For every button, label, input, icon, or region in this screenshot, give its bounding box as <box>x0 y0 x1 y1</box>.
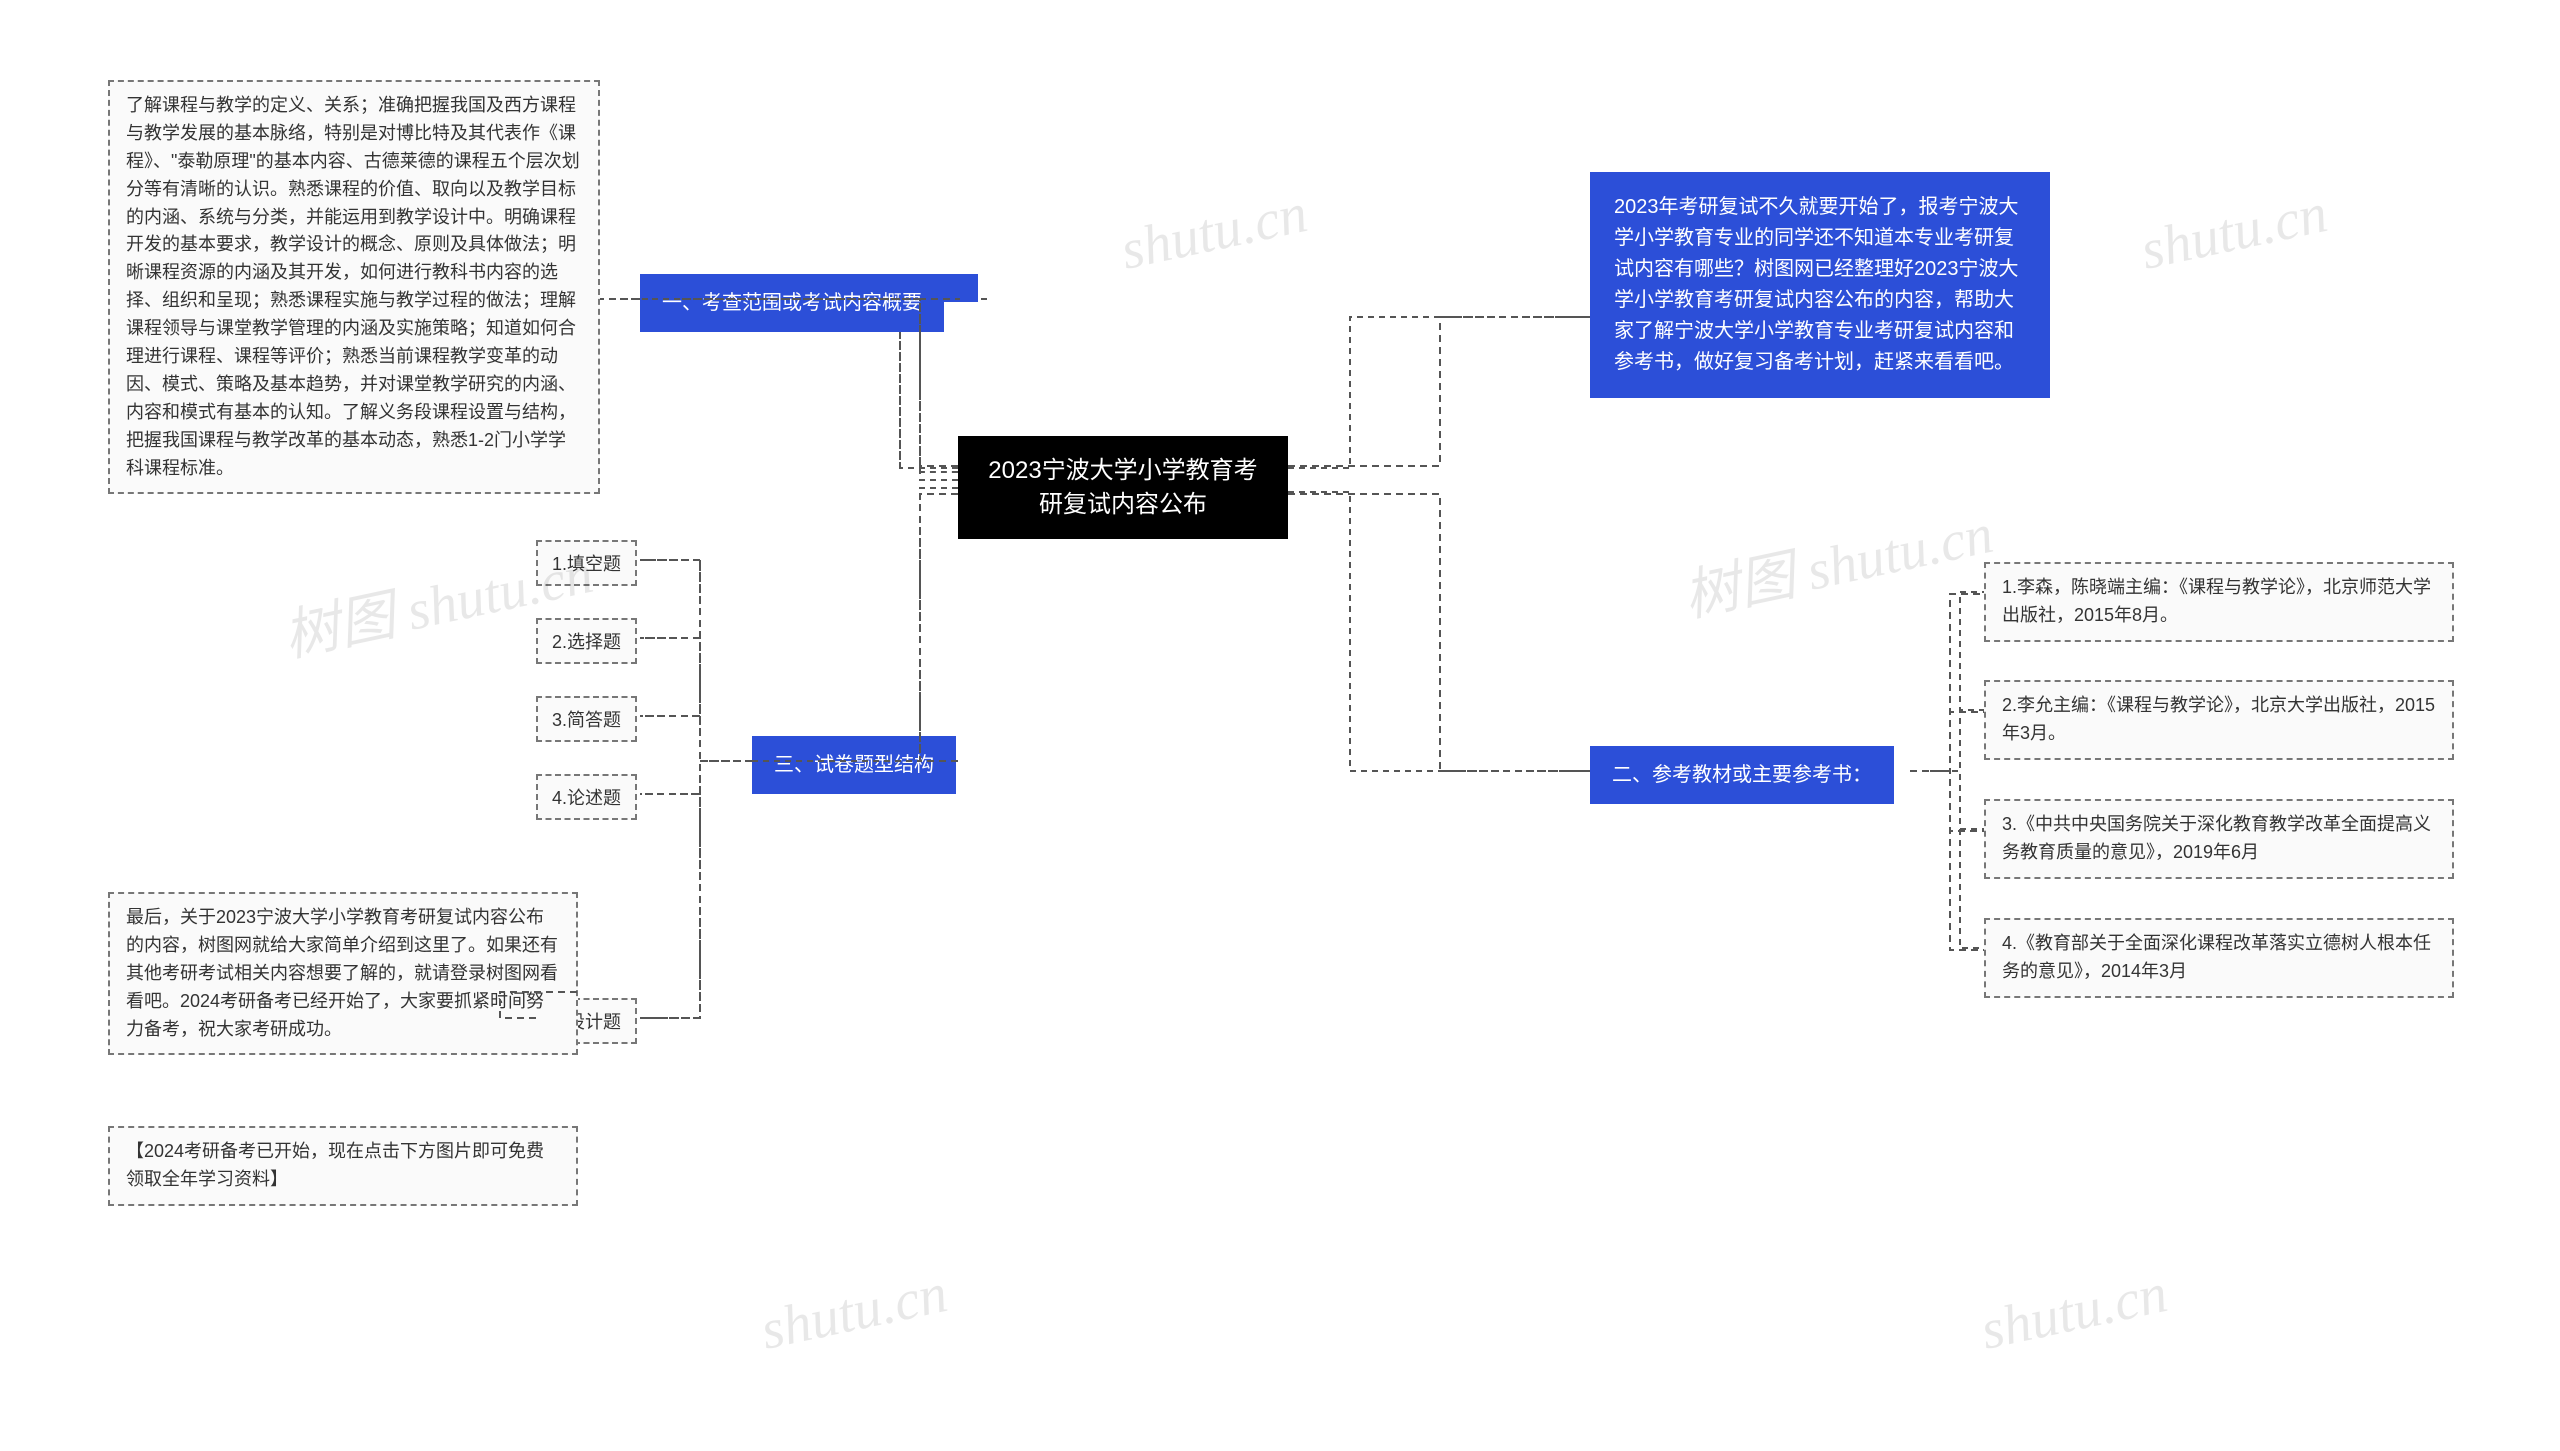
footer-2-text: 【2024考研备考已开始，现在点击下方图片即可免费领取全年学习资料】 <box>126 1141 544 1189</box>
book-3: 3.《中共中央国务院关于深化教育教学改革全面提高义务教育质量的意见》，2019年… <box>1984 799 2454 879</box>
watermark-2: shutu.cn <box>1115 181 1312 283</box>
branch1-detail: 了解课程与教学的定义、关系；准确把握我国及西方课程与教学发展的基本脉络，特别是对… <box>108 80 600 494</box>
q-item-3: 3.简答题 <box>536 696 637 742</box>
branch-3: 三、试卷题型结构 <box>752 736 956 794</box>
q-item-4-text: 4.论述题 <box>552 788 621 808</box>
intro-node: 2023年考研复试不久就要开始了，报考宁波大学小学教育专业的同学还不知道本专业考… <box>1590 172 2050 398</box>
branch-1: 一、考查范围或考试内容概要 <box>640 274 944 332</box>
q-item-1: 1.填空题 <box>536 540 637 586</box>
branch-2-label: 二、参考教材或主要参考书： <box>1612 764 1872 786</box>
footer-2: 【2024考研备考已开始，现在点击下方图片即可免费领取全年学习资料】 <box>108 1126 578 1206</box>
book-4: 4.《教育部关于全面深化课程改革落实立德树人根本任务的意见》，2014年3月 <box>1984 918 2454 998</box>
branch1-detail-text: 了解课程与教学的定义、关系；准确把握我国及西方课程与教学发展的基本脉络，特别是对… <box>126 95 580 478</box>
intro-text: 2023年考研复试不久就要开始了，报考宁波大学小学教育专业的同学还不知道本专业考… <box>1614 196 2019 373</box>
center-node: 2023宁波大学小学教育考 研复试内容公布 <box>958 436 1288 539</box>
q-item-4: 4.论述题 <box>536 774 637 820</box>
book-4-text: 4.《教育部关于全面深化课程改革落实立德树人根本任务的意见》，2014年3月 <box>2002 933 2431 981</box>
branch-1-label: 一、考查范围或考试内容概要 <box>662 292 922 314</box>
q-item-1-text: 1.填空题 <box>552 554 621 574</box>
footer-1-text: 最后，关于2023宁波大学小学教育考研复试内容公布的内容，树图网就给大家简单介绍… <box>126 907 558 1039</box>
book-3-text: 3.《中共中央国务院关于深化教育教学改革全面提高义务教育质量的意见》，2019年… <box>2002 814 2431 862</box>
watermark-5: shutu.cn <box>1975 1261 2172 1363</box>
center-title-1: 2023宁波大学小学教育考 <box>988 457 1257 484</box>
book-2: 2.李允主编：《课程与教学论》，北京大学出版社，2015年3月。 <box>1984 680 2454 760</box>
book-1: 1.李森，陈晓端主编：《课程与教学论》，北京师范大学出版社，2015年8月。 <box>1984 562 2454 642</box>
branch-3-label: 三、试卷题型结构 <box>774 754 934 776</box>
watermark-4: shutu.cn <box>755 1261 952 1363</box>
watermark-6: shutu.cn <box>2135 181 2332 283</box>
book-1-text: 1.李森，陈晓端主编：《课程与教学论》，北京师范大学出版社，2015年8月。 <box>2002 577 2431 625</box>
q-item-3-text: 3.简答题 <box>552 710 621 730</box>
watermark-3: 树图 shutu.cn <box>1675 488 1999 633</box>
footer-1: 最后，关于2023宁波大学小学教育考研复试内容公布的内容，树图网就给大家简单介绍… <box>108 892 578 1055</box>
center-title-2: 研复试内容公布 <box>1039 491 1207 518</box>
book-2-text: 2.李允主编：《课程与教学论》，北京大学出版社，2015年3月。 <box>2002 695 2435 743</box>
q-item-2: 2.选择题 <box>536 618 637 664</box>
branch-2: 二、参考教材或主要参考书： <box>1590 746 1894 804</box>
q-item-2-text: 2.选择题 <box>552 632 621 652</box>
